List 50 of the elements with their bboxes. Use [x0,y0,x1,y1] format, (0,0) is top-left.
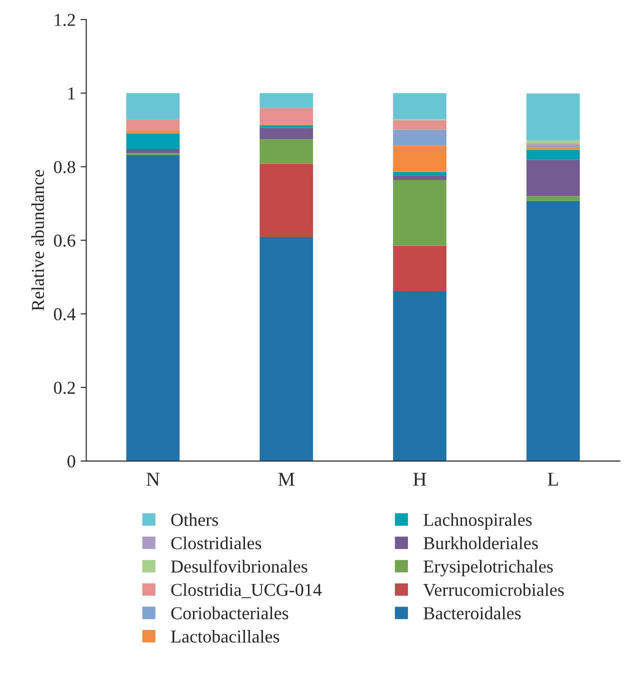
bar [393,291,446,462]
x-tick-label: N [146,472,160,486]
bar [260,236,314,462]
x-tick-label: L [548,472,558,486]
bar [126,133,180,150]
x-tick-label: M [278,472,294,486]
bar [393,175,446,180]
bar [260,164,314,237]
bar [393,146,446,172]
bar [126,154,180,462]
y-tick-label: 0.6 [54,234,76,247]
bar [526,200,580,462]
legend-label: Lachnospirales [424,513,532,530]
legend-label: Burkholderiales [424,536,538,550]
legend-label: Others [171,513,218,526]
bar [126,119,180,130]
bar [526,196,580,201]
legend-label: Desulfovibrionales [171,560,308,573]
bar [393,246,446,292]
y-tick-label: 0 [68,455,76,468]
legend-label: Lactobacillales [171,630,280,643]
legend-label: Bacteroidales [424,606,521,620]
bar [393,120,446,130]
y-tick-label: 1.2 [54,14,75,26]
bar [126,93,180,120]
legend-label: Clostridiales [171,536,262,550]
bar [260,93,314,108]
bar [526,150,580,160]
y-axis-title: Relative abundance [31,170,44,311]
bar [526,93,580,140]
legend-label: Clostridia_UCG-014 [171,583,322,598]
bar [526,140,580,144]
y-tick-label: 0.4 [54,308,76,320]
y-tick-label: 0.8 [54,160,76,174]
legend-label: Coriobacteriales [171,606,288,620]
legend-label: Erysipelotrichales [424,560,553,576]
bar [393,93,446,120]
bar [393,130,446,146]
bar [393,172,446,176]
y-tick-label: 0.2 [54,382,75,394]
bar [126,149,180,154]
bar [260,128,314,140]
bar [260,139,314,164]
legend-label: Verrucomicrobiales [423,583,564,596]
bar [260,108,314,124]
bar [393,180,446,246]
bar [526,146,580,150]
x-tick-label: H [413,472,426,486]
bar [526,160,580,196]
y-tick-label: 1 [68,87,75,100]
